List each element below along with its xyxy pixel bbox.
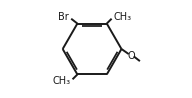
Text: CH₃: CH₃ (52, 76, 70, 86)
Text: CH₃: CH₃ (114, 12, 132, 22)
Text: Br: Br (58, 12, 69, 22)
Text: O: O (127, 51, 135, 61)
